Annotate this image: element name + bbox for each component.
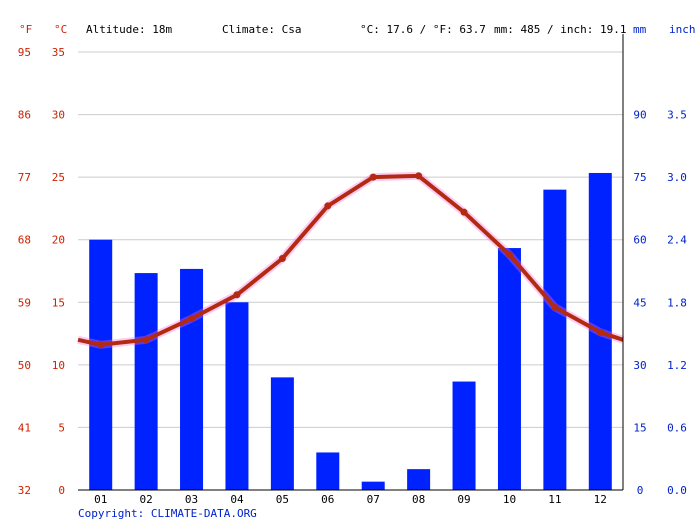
precipitation-bar: [180, 268, 204, 490]
mm-tick-label: 60: [633, 234, 646, 247]
fahrenheit-tick-label: 41: [18, 421, 31, 434]
month-tick-label: 07: [367, 493, 380, 506]
month-tick-label: 03: [185, 493, 198, 506]
fahrenheit-tick-label: 50: [18, 359, 31, 372]
altitude-label: Altitude: 18m: [86, 23, 173, 36]
celsius-tick-label: 30: [52, 109, 65, 122]
celsius-tick-label: 10: [52, 359, 65, 372]
temperature-point: [233, 291, 241, 299]
mm-tick-label: 75: [633, 171, 646, 184]
grid-lines: [78, 51, 623, 428]
fahrenheit-tick-label: 86: [18, 109, 31, 122]
total-precipitation-label: mm: 485 / inch: 19.1: [494, 23, 627, 36]
temperature-point: [97, 341, 105, 349]
month-tick-label: 02: [140, 493, 153, 506]
celsius-tick-label: 15: [52, 296, 65, 309]
fahrenheit-tick-label: 32: [18, 484, 31, 497]
precipitation-bar: [89, 239, 113, 490]
temperature-point: [551, 303, 559, 311]
precipitation-bars: [89, 172, 612, 490]
celsius-tick-label: 0: [58, 484, 65, 497]
celsius-unit-label: °C: [54, 23, 68, 36]
mm-tick-label: 30: [633, 359, 646, 372]
month-tick-label: 01: [94, 493, 107, 506]
month-tick-label: 09: [457, 493, 470, 506]
month-tick-label: 10: [503, 493, 516, 506]
inch-unit-label: inch: [669, 23, 696, 36]
copyright-link[interactable]: Copyright: CLIMATE-DATA.ORG: [78, 507, 257, 520]
mm-tick-label: 0: [637, 484, 644, 497]
temperature-point: [142, 336, 150, 344]
temperature-point: [415, 172, 423, 180]
inch-tick-label: 1.2: [667, 359, 687, 372]
mm-tick-label: 90: [633, 109, 646, 122]
precipitation-bar: [407, 469, 431, 490]
month-tick-label: 04: [230, 493, 244, 506]
inch-tick-label: 3.5: [667, 109, 687, 122]
temperature-line-path: [77, 173, 624, 347]
precipitation-bar: [225, 302, 249, 490]
precipitation-bar: [270, 377, 294, 490]
mm-tick-label: 45: [633, 296, 646, 309]
precipitation-bar: [316, 452, 340, 490]
temperature-point: [460, 208, 468, 216]
celsius-tick-label: 5: [58, 421, 65, 434]
temperature-point: [505, 251, 513, 259]
precipitation-bar: [497, 248, 521, 490]
month-tick-label: 11: [548, 493, 561, 506]
precipitation-bar: [361, 481, 385, 490]
mm-unit-label: mm: [633, 23, 647, 36]
temperature-point: [188, 315, 196, 323]
fahrenheit-unit-label: °F: [19, 23, 33, 36]
precipitation-bar: [543, 189, 567, 490]
celsius-tick-label: 25: [52, 171, 65, 184]
fahrenheit-tick-label: 59: [18, 296, 31, 309]
temperature-point: [324, 202, 332, 210]
celsius-tick-label: 35: [52, 46, 65, 59]
inch-tick-label: 2.4: [667, 234, 687, 247]
mm-tick-label: 15: [633, 421, 646, 434]
climate-label: Climate: Csa: [222, 23, 302, 36]
temperature-point: [596, 328, 604, 336]
month-tick-label: 06: [321, 493, 334, 506]
temperature-line-glow: [77, 171, 625, 349]
temperature-point: [369, 173, 377, 181]
celsius-tick-label: 20: [52, 234, 65, 247]
inch-tick-label: 0.6: [667, 421, 687, 434]
average-temperature-label: °C: 17.6 / °F: 63.7: [360, 23, 486, 36]
inch-tick-label: 3.0: [667, 171, 687, 184]
temperature-point: [278, 254, 286, 262]
month-tick-label: 05: [276, 493, 289, 506]
fahrenheit-tick-label: 95: [18, 46, 31, 59]
fahrenheit-tick-label: 68: [18, 234, 31, 247]
temperature-line: [77, 171, 625, 349]
precipitation-bar: [134, 273, 158, 490]
fahrenheit-tick-label: 77: [18, 171, 31, 184]
month-tick-label: 08: [412, 493, 425, 506]
inch-tick-label: 0.0: [667, 484, 687, 497]
precipitation-bar: [452, 381, 476, 490]
month-tick-label: 12: [594, 493, 607, 506]
axes: 32 0 41 5 50 10 59 15 68 20 77 25 86 30 95 35 0 0.0 15 0.6 3…: [18, 34, 687, 506]
inch-tick-label: 1.8: [667, 296, 687, 309]
